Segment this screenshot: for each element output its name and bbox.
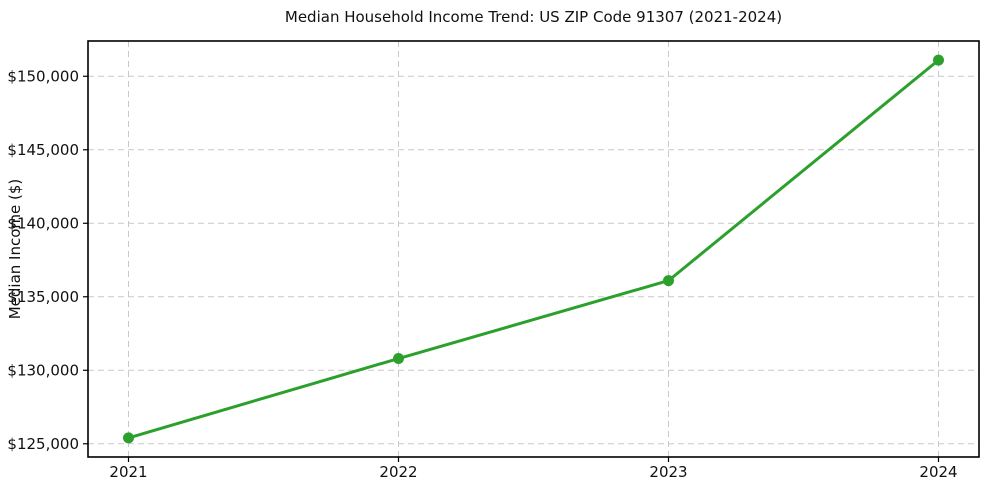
chart-title: Median Household Income Trend: US ZIP Co… [284, 8, 783, 26]
x-tick-label: 2024 [919, 463, 957, 481]
y-tick-label: $140,000 [7, 214, 79, 232]
data-point-2023 [663, 275, 674, 287]
y-tick-label: $135,000 [7, 288, 79, 306]
income-trend-line [127, 58, 940, 440]
data-point-2022 [393, 353, 404, 365]
x-tick-label: 2021 [109, 463, 147, 481]
y-tick-label: $125,000 [7, 435, 79, 453]
x-tick-label: 2022 [379, 463, 417, 481]
data-point-2024 [933, 54, 944, 66]
y-tick-label: $130,000 [7, 361, 79, 379]
y-tick-label: $150,000 [7, 67, 79, 85]
data-point-2021 [123, 432, 134, 444]
x-tick-label: 2023 [649, 463, 687, 481]
plot-border [87, 40, 980, 458]
y-tick-label: $145,000 [7, 141, 79, 159]
